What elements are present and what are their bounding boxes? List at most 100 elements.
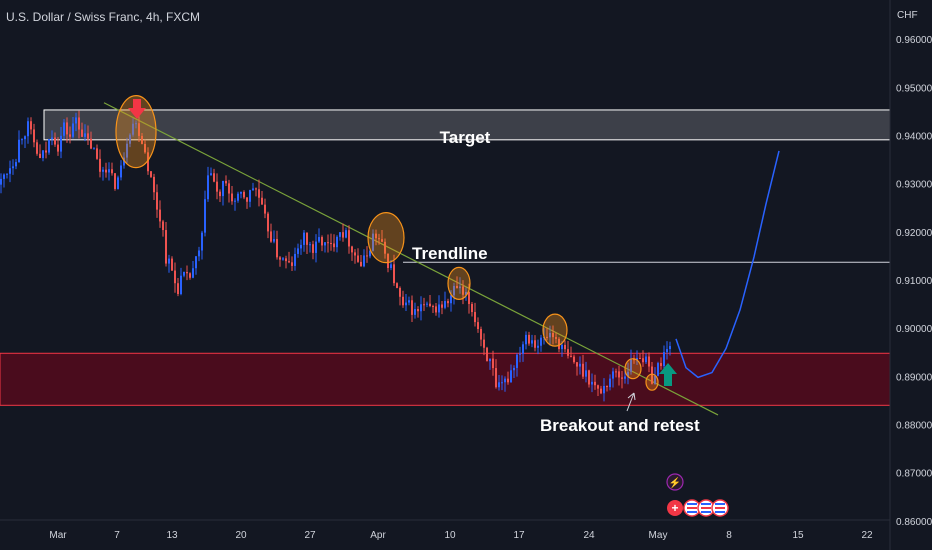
candle-body [234, 200, 236, 202]
target-label: Target [440, 128, 491, 147]
candle-body [357, 255, 359, 262]
x-tick-label: May [649, 530, 668, 541]
candle-body [321, 237, 323, 246]
candle-body [642, 358, 644, 363]
candle-body [600, 388, 602, 394]
candle-body [624, 376, 626, 379]
highlight-circle [447, 266, 471, 301]
candle-body [309, 244, 311, 246]
y-tick-label: 0.89000 [896, 372, 932, 383]
x-tick-label: 13 [166, 530, 178, 541]
candle-body [324, 242, 326, 246]
candle-body [498, 382, 500, 388]
candle-body [333, 243, 335, 248]
candle-body [429, 303, 431, 307]
highlight-circle [645, 373, 659, 391]
highlight-circle [367, 212, 405, 264]
us-flag-stripe [715, 507, 725, 509]
candle-body [558, 338, 560, 350]
candle-body [141, 135, 143, 144]
candle-body [249, 190, 251, 202]
candle-body [261, 197, 263, 205]
candle-body [174, 270, 176, 284]
candle-body [648, 356, 650, 367]
candle-body [102, 169, 104, 172]
candle-body [426, 303, 428, 305]
candle-body [48, 139, 50, 153]
x-tick-label: 22 [861, 530, 873, 541]
x-tick-label: 7 [114, 530, 120, 541]
candle-body [663, 352, 665, 366]
x-tick-label: Mar [49, 530, 67, 541]
us-flag-stripe [687, 511, 697, 513]
candle-body [339, 232, 341, 237]
candle-body [270, 231, 272, 242]
candle-body [84, 133, 86, 137]
candle-body [507, 378, 509, 383]
candle-body [192, 268, 194, 278]
us-flag-stripe [701, 511, 711, 513]
candle-body [627, 371, 629, 377]
candle-body [375, 233, 377, 239]
candle-body [6, 173, 8, 175]
candle-body [207, 175, 209, 200]
candle-body [390, 264, 392, 269]
trendline-label: Trendline [412, 244, 488, 263]
candle-body [438, 304, 440, 313]
y-tick-label: 0.90000 [896, 324, 932, 335]
candle-body [492, 358, 494, 369]
candle-body [282, 258, 284, 260]
candle-body [597, 385, 599, 389]
candle-body [42, 150, 44, 159]
candle-body [441, 304, 443, 308]
candle-body [567, 349, 569, 356]
breakout-label: Breakout and retest [540, 416, 700, 435]
candle-body [372, 233, 374, 251]
candle-body [99, 158, 101, 172]
candle-body [432, 306, 434, 308]
lightning-icon [666, 473, 684, 491]
candle-body [420, 304, 422, 312]
swiss-flag-icon [667, 500, 683, 516]
us-flag-stripe [687, 507, 697, 509]
candle-body [444, 301, 446, 308]
candle-body [222, 180, 224, 197]
candle-body [531, 340, 533, 344]
candle-body [288, 261, 290, 263]
candle-body [393, 264, 395, 284]
candle-body [423, 304, 425, 306]
candle-body [78, 117, 80, 130]
candle-body [537, 345, 539, 348]
candle-body [216, 181, 218, 192]
candle-body [360, 261, 362, 267]
candle-body [273, 239, 275, 242]
candle-body [369, 250, 371, 257]
candle-body [315, 241, 317, 253]
candle-body [381, 239, 383, 242]
candle-body [408, 300, 410, 303]
candle-body [501, 382, 503, 384]
candle-body [564, 344, 566, 350]
candle-body [516, 354, 518, 368]
trendline [103, 102, 719, 416]
candle-body [465, 291, 467, 295]
candle-body [57, 144, 59, 152]
candle-body [156, 192, 158, 210]
candle-body [483, 339, 485, 348]
candle-body [582, 363, 584, 377]
candle-body [9, 168, 11, 174]
candle-body [633, 358, 635, 361]
candle-body [561, 344, 563, 350]
candle-body [75, 117, 77, 124]
candle-body [297, 248, 299, 254]
candle-body [327, 242, 329, 244]
candle-body [240, 191, 242, 194]
candle-body [186, 271, 188, 274]
highlight-circle [115, 95, 157, 169]
candle-body [669, 346, 671, 350]
x-tick-label: 24 [583, 530, 595, 541]
candle-body [588, 370, 590, 385]
candle-body [66, 122, 68, 135]
